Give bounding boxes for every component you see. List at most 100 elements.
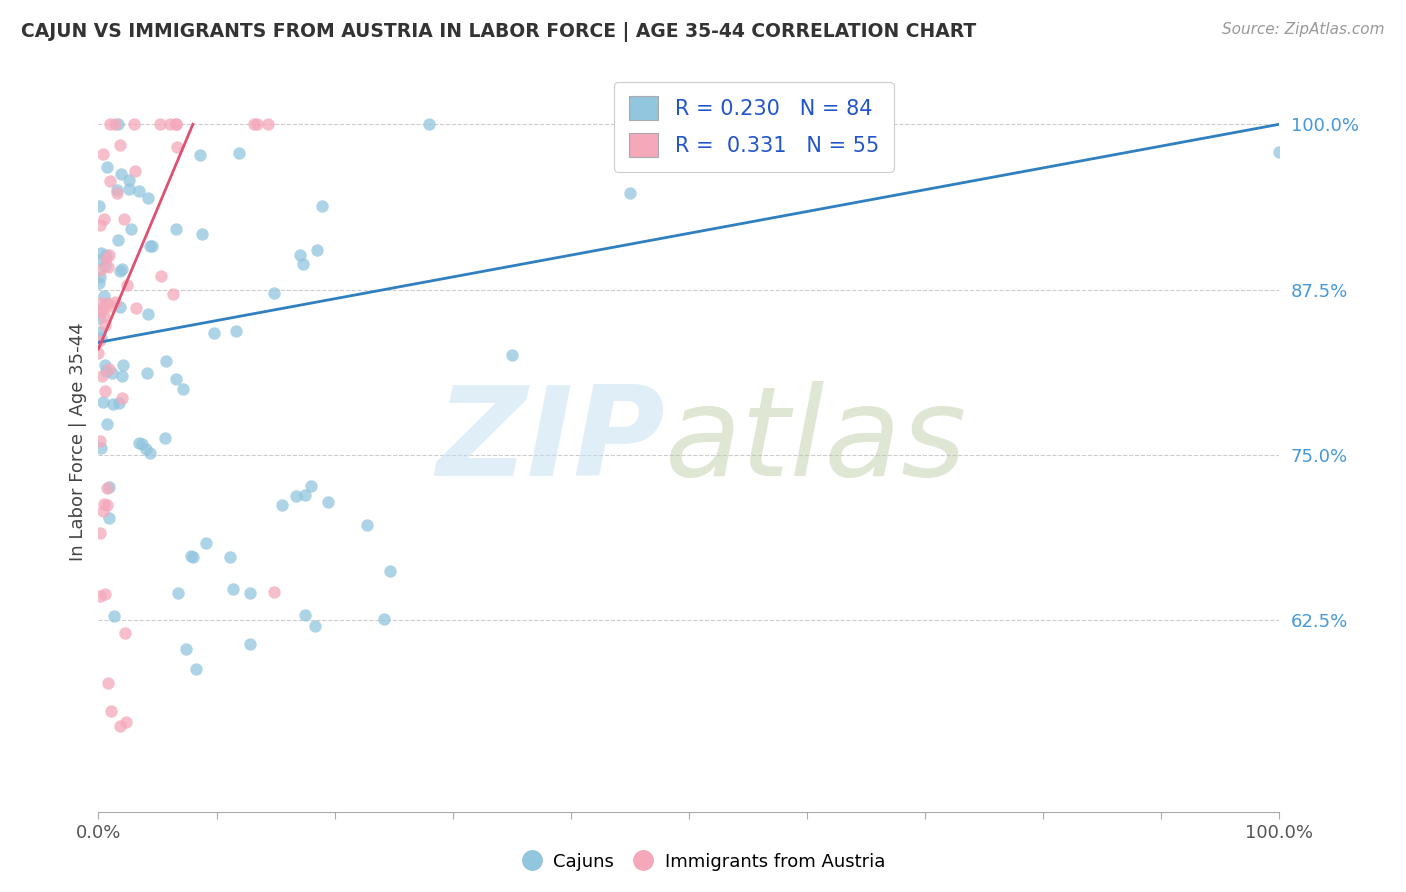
Point xyxy=(128,436,150,450)
Point xyxy=(138,307,160,321)
Point xyxy=(89,263,111,277)
Point xyxy=(115,714,138,729)
Point xyxy=(311,199,333,213)
Point xyxy=(294,488,316,502)
Point xyxy=(112,358,135,372)
Point xyxy=(246,117,269,131)
Point xyxy=(90,246,112,260)
Point xyxy=(285,489,308,503)
Point xyxy=(98,174,121,188)
Point xyxy=(242,117,264,131)
Point xyxy=(97,480,120,494)
Point xyxy=(89,525,111,540)
Point xyxy=(90,304,112,318)
Point xyxy=(93,211,115,226)
Text: Source: ZipAtlas.com: Source: ZipAtlas.com xyxy=(1222,22,1385,37)
Point xyxy=(107,233,129,247)
Point xyxy=(120,222,142,236)
Point xyxy=(176,642,198,657)
Point xyxy=(225,324,247,338)
Point xyxy=(94,586,117,600)
Point xyxy=(155,431,177,445)
Point xyxy=(94,260,117,274)
Point xyxy=(96,295,118,310)
Point xyxy=(89,219,111,233)
Point xyxy=(166,372,188,386)
Point xyxy=(94,363,117,377)
Point xyxy=(111,369,134,384)
Point xyxy=(288,247,311,261)
Point xyxy=(90,252,112,267)
Point xyxy=(304,618,326,632)
Point xyxy=(107,396,129,410)
Point xyxy=(100,704,122,718)
Point xyxy=(98,248,121,262)
Legend: Cajuns, Immigrants from Austria: Cajuns, Immigrants from Austria xyxy=(513,845,893,879)
Point xyxy=(141,238,163,252)
Point xyxy=(87,199,110,213)
Point xyxy=(202,326,225,340)
Point xyxy=(100,299,122,313)
Point xyxy=(89,276,111,290)
Point xyxy=(228,146,250,161)
Point xyxy=(380,564,402,578)
Point xyxy=(97,260,120,274)
Point xyxy=(271,498,294,512)
Point xyxy=(122,117,145,131)
Point xyxy=(191,227,214,242)
Point xyxy=(167,586,190,600)
Point xyxy=(149,117,172,131)
Point xyxy=(111,391,134,405)
Point xyxy=(165,117,187,131)
Point xyxy=(96,417,118,431)
Point xyxy=(93,301,115,316)
Point xyxy=(373,612,395,626)
Point xyxy=(292,257,315,271)
Point xyxy=(94,384,117,399)
Point xyxy=(108,719,131,733)
Point xyxy=(619,186,641,200)
Point xyxy=(93,309,115,323)
Point xyxy=(166,140,188,154)
Point xyxy=(91,504,114,518)
Point xyxy=(103,294,125,309)
Point xyxy=(105,186,128,201)
Point xyxy=(501,348,523,362)
Point xyxy=(105,183,128,197)
Point xyxy=(188,148,211,162)
Point xyxy=(181,549,204,564)
Point xyxy=(166,222,188,236)
Point xyxy=(97,511,120,525)
Point xyxy=(111,261,134,276)
Text: atlas: atlas xyxy=(665,381,967,502)
Point xyxy=(98,117,121,131)
Point xyxy=(110,263,132,277)
Y-axis label: In Labor Force | Age 35-44: In Labor Force | Age 35-44 xyxy=(69,322,87,561)
Point xyxy=(107,117,129,131)
Point xyxy=(89,590,111,604)
Point xyxy=(159,117,181,131)
Point xyxy=(186,662,208,676)
Point xyxy=(162,286,184,301)
Point xyxy=(87,334,110,349)
Point xyxy=(93,288,115,302)
Point xyxy=(90,331,112,345)
Text: ZIP: ZIP xyxy=(437,381,665,502)
Point xyxy=(114,625,136,640)
Point xyxy=(128,184,150,198)
Point xyxy=(94,252,117,266)
Point xyxy=(118,182,141,196)
Point xyxy=(90,368,112,383)
Point xyxy=(219,550,242,565)
Point xyxy=(93,497,115,511)
Point xyxy=(97,676,120,690)
Point xyxy=(110,300,132,314)
Point xyxy=(135,442,157,456)
Point xyxy=(316,494,339,508)
Point xyxy=(90,441,112,455)
Point xyxy=(96,248,118,262)
Point xyxy=(131,437,153,451)
Point xyxy=(125,301,148,315)
Point xyxy=(89,296,111,310)
Point xyxy=(222,582,245,596)
